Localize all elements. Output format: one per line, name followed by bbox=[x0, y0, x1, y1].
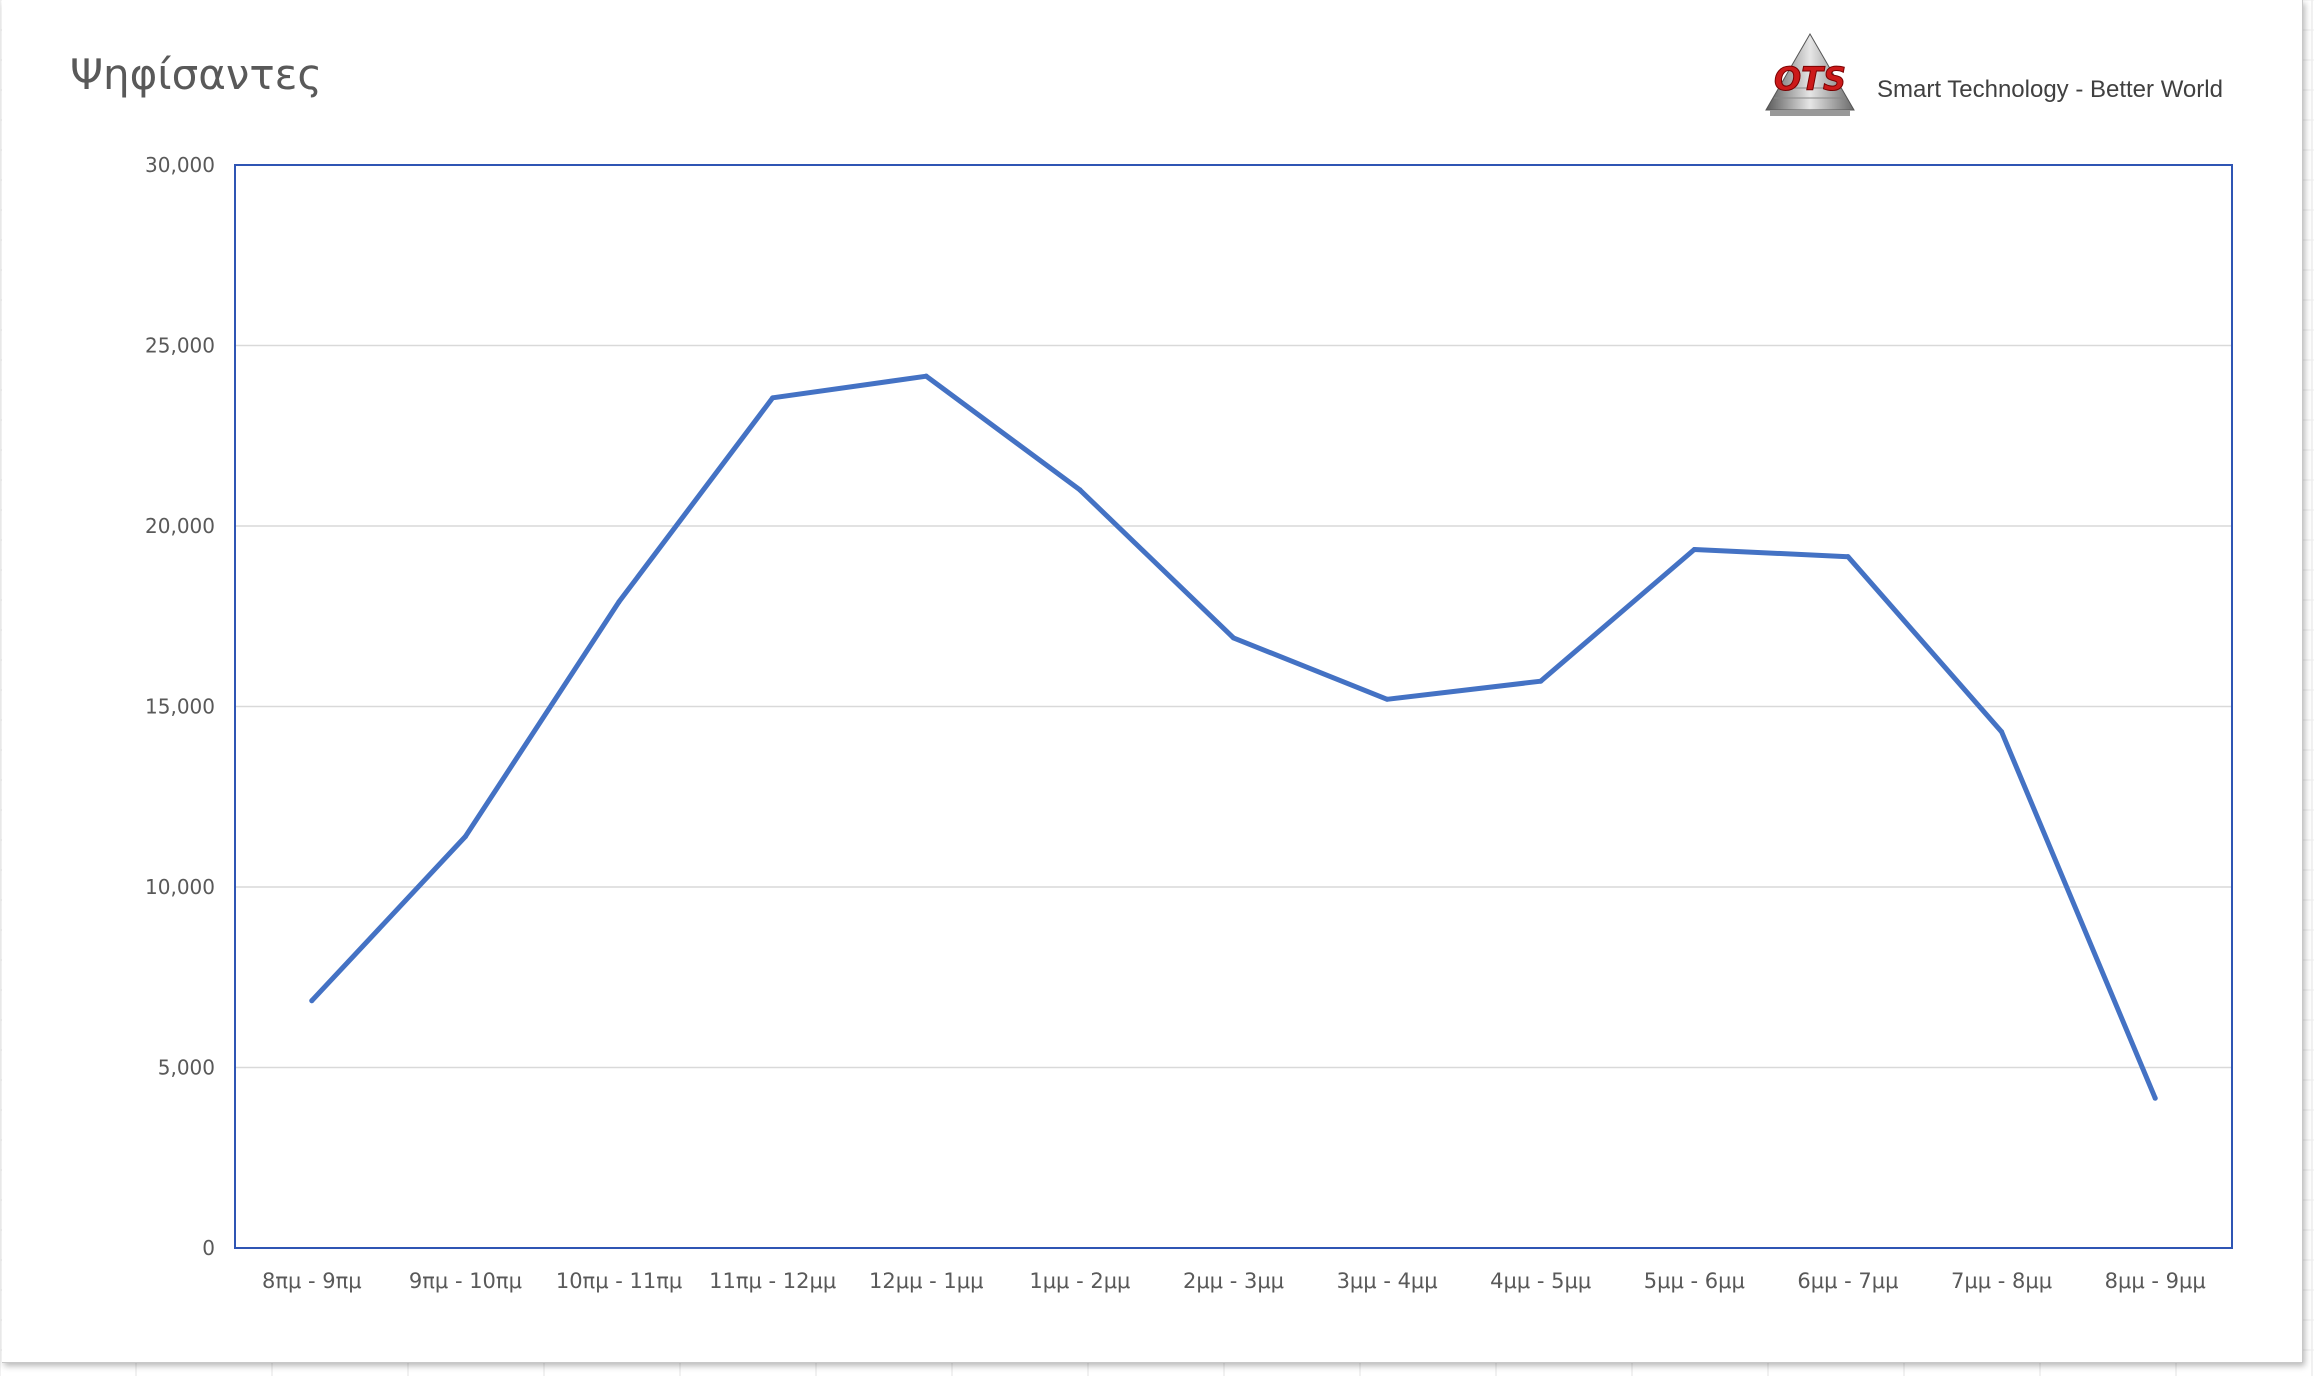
x-tick-label: 3μμ - 4μμ bbox=[1337, 1269, 1438, 1293]
data-point bbox=[1691, 546, 1697, 552]
y-axis-tick-labels: 0 5,000 10,000 15,000 20,000 25,000 30,000 bbox=[145, 153, 215, 1260]
data-point bbox=[1538, 678, 1544, 684]
x-tick-label: 8μμ - 9μμ bbox=[2105, 1269, 2206, 1293]
data-point bbox=[1231, 635, 1236, 641]
data-point bbox=[1384, 696, 1390, 702]
x-tick-label: 10πμ - 11πμ bbox=[556, 1269, 682, 1293]
x-tick-label: 12μμ - 1μμ bbox=[869, 1269, 983, 1293]
x-tick-label: 7μμ - 8μμ bbox=[1951, 1269, 2052, 1293]
ots-logo: OTS bbox=[1760, 30, 1860, 122]
brand-tagline: Smart Technology - Better World bbox=[1877, 76, 2223, 103]
data-point bbox=[1845, 554, 1851, 560]
data-point bbox=[616, 599, 622, 605]
svg-text:OTS: OTS bbox=[1774, 60, 1846, 98]
x-tick-label: 6μμ - 7μμ bbox=[1797, 1269, 1898, 1293]
data-point bbox=[309, 998, 315, 1004]
x-tick-label: 8πμ - 9πμ bbox=[262, 1269, 362, 1293]
x-tick-label: 4μμ - 5μμ bbox=[1490, 1269, 1591, 1293]
y-tick-label: 30,000 bbox=[145, 153, 215, 177]
x-tick-label: 11πμ - 12μμ bbox=[709, 1269, 836, 1293]
chart-title: Ψηφίσαντες bbox=[70, 50, 322, 99]
data-point bbox=[1999, 729, 2005, 735]
series-line bbox=[309, 373, 2158, 1101]
x-tick-label: 5μμ - 6μμ bbox=[1644, 1269, 1745, 1293]
plot-area-border bbox=[234, 164, 2233, 1249]
series-layer bbox=[309, 373, 2158, 1101]
data-point bbox=[462, 833, 468, 839]
y-tick-label: 15,000 bbox=[145, 695, 215, 719]
y-tick-label: 10,000 bbox=[145, 875, 215, 899]
y-tick-label: 0 bbox=[202, 1236, 215, 1260]
data-point bbox=[2152, 1095, 2158, 1101]
x-tick-label: 1μμ - 2μμ bbox=[1029, 1269, 1130, 1293]
y-tick-label: 20,000 bbox=[145, 514, 215, 538]
gridlines bbox=[234, 164, 2233, 1249]
data-point bbox=[923, 373, 929, 379]
x-axis-tick-labels: 8πμ - 9πμ 9πμ - 10πμ 10πμ - 11πμ 11πμ - 12μ… bbox=[262, 1269, 2206, 1293]
data-point bbox=[770, 395, 776, 401]
y-tick-label: 25,000 bbox=[145, 334, 215, 358]
y-tick-label: 5,000 bbox=[158, 1056, 215, 1080]
x-tick-label: 2μμ - 3μμ bbox=[1183, 1269, 1284, 1293]
x-tick-label: 9πμ - 10πμ bbox=[409, 1269, 522, 1293]
data-point bbox=[1077, 487, 1083, 493]
